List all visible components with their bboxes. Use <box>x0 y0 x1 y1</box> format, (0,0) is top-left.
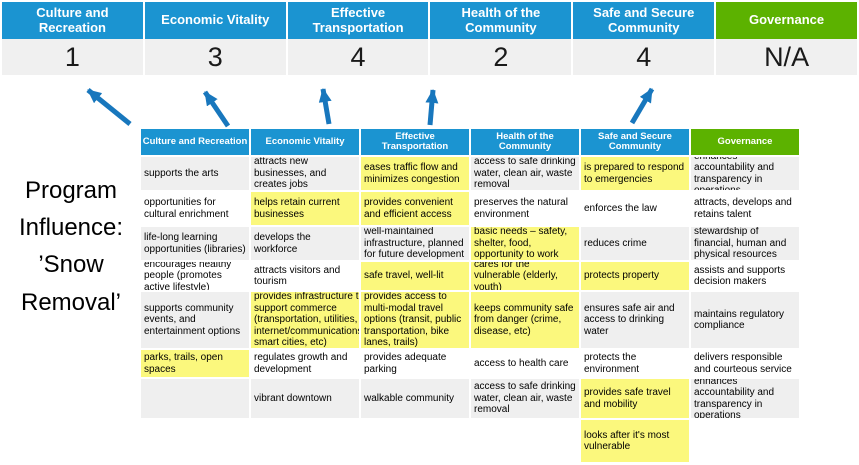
matrix-cell: encourages healthy people (promotes acti… <box>141 262 249 290</box>
matrix-cell <box>471 420 579 462</box>
matrix-cell: safe travel, well-lit <box>361 262 469 290</box>
matrix-cell <box>141 420 249 462</box>
matrix-cell <box>361 420 469 462</box>
matrix-cell: provides adequate parking <box>361 350 469 377</box>
priority-scores-row: 1 3 4 2 4 N/A <box>2 39 857 75</box>
matrix-cell: ensures safe air and access to drinking … <box>581 292 689 348</box>
matrix-cell: maintains regulatory compliance <box>691 292 799 348</box>
matrix-header-effective-transportation: Effective Transportation <box>361 129 469 155</box>
priority-header-effective-transportation: Effective Transportation <box>287 2 429 39</box>
matrix-cell: parks, trails, open spaces <box>141 350 249 377</box>
matrix-cell: develops the workforce <box>251 227 359 260</box>
matrix-cell <box>141 379 249 418</box>
matrix-cell: supports community events, and entertain… <box>141 292 249 348</box>
matrix-cell: provides infrastructure to support comme… <box>251 292 359 348</box>
matrix-cell: supports the arts <box>141 157 249 190</box>
matrix-cell: eases traffic flow and minimizes congest… <box>361 157 469 190</box>
matrix-cell: assists and supports decision makers <box>691 262 799 290</box>
matrix-cell: looks after it's most vulnerable <box>581 420 689 462</box>
matrix-header-economic-vitality: Economic Vitality <box>251 129 359 155</box>
matrix-cell: helps retain current businesses <box>251 192 359 225</box>
influence-arrow-1 <box>86 88 132 126</box>
matrix-cell: regulates growth and development <box>251 350 359 377</box>
matrix-cell: access to health care <box>471 350 579 377</box>
matrix-cell: walkable community <box>361 379 469 418</box>
matrix-cell: delivers responsible and courteous servi… <box>691 350 799 377</box>
priority-header-safe-and-secure-community: Safe and Secure Community <box>573 2 715 39</box>
priority-score-economic-vitality: 3 <box>144 39 286 75</box>
priority-header-culture-and-recreation: Culture and Recreation <box>2 2 143 39</box>
matrix-cell: provides safe travel and mobility <box>581 379 689 418</box>
influence-arrow-3 <box>318 88 332 125</box>
matrix-cell: is prepared to respond to emergencies <box>581 157 689 190</box>
matrix-header-governance: Governance <box>691 129 799 155</box>
priority-header-health-of-the-community: Health of the Community <box>430 2 572 39</box>
matrix-cell: basic needs – safety, shelter, food, opp… <box>471 227 579 260</box>
priority-score-culture-and-recreation: 1 <box>2 39 143 75</box>
priority-score-safe-and-secure-community: 4 <box>573 39 715 75</box>
matrix-cell: enhances accountability and transparency… <box>691 157 799 190</box>
influence-matrix-table: Culture and Recreation Economic Vitality E… <box>141 129 799 462</box>
priority-header-economic-vitality: Economic Vitality <box>144 2 286 39</box>
priority-score-health-of-the-community: 2 <box>430 39 572 75</box>
matrix-cell <box>691 420 799 462</box>
matrix-cell: attracts visitors and tourism <box>251 262 359 290</box>
matrix-cell: well-maintained infrastructure, planned … <box>361 227 469 260</box>
matrix-cell: enhances accountability and transparency… <box>691 379 799 418</box>
matrix-cell: reduces crime <box>581 227 689 260</box>
matrix-cell: vibrant downtown <box>251 379 359 418</box>
matrix-cell: protects the environment <box>581 350 689 377</box>
matrix-header-health-of-the-community: Health of the Community <box>471 129 579 155</box>
matrix-cell: access to safe drinking water, clean air… <box>471 157 579 190</box>
priority-score-governance: N/A <box>716 39 857 75</box>
matrix-cell <box>251 420 359 462</box>
matrix-cell: provides convenient and efficient access <box>361 192 469 225</box>
matrix-cell: keeps community safe from danger (crime,… <box>471 292 579 348</box>
matrix-cell: provides access to multi-modal travel op… <box>361 292 469 348</box>
matrix-cell: enforces the law <box>581 192 689 225</box>
matrix-cell: attracts new businesses, and creates job… <box>251 157 359 190</box>
influence-arrow-2 <box>202 90 231 128</box>
matrix-cell: opportunities for cultural enrichment <box>141 192 249 225</box>
priority-score-effective-transportation: 4 <box>287 39 429 75</box>
matrix-header-safe-and-secure-community: Safe and Secure Community <box>581 129 689 155</box>
program-influence-label: Program Influence: ’Snow Removal’ <box>18 177 124 316</box>
priority-banner: Culture and Recreation Economic Vitality E… <box>2 2 857 39</box>
influence-arrows <box>86 87 655 128</box>
influence-arrow-4 <box>425 89 439 126</box>
matrix-cell: access to safe drinking water, clean air… <box>471 379 579 418</box>
priority-header-governance: Governance <box>716 2 857 39</box>
influence-arrow-5 <box>629 87 655 125</box>
matrix-header-culture-and-recreation: Culture and Recreation <box>141 129 249 155</box>
matrix-cell: life-long learning opportunities (librar… <box>141 227 249 260</box>
matrix-cell: cares for the vulnerable (elderly, youth… <box>471 262 579 290</box>
matrix-cell: preserves the natural environment <box>471 192 579 225</box>
matrix-cell: stewardship of financial, human and phys… <box>691 227 799 260</box>
matrix-cell: protects property <box>581 262 689 290</box>
matrix-cell: attracts, develops and retains talent <box>691 192 799 225</box>
